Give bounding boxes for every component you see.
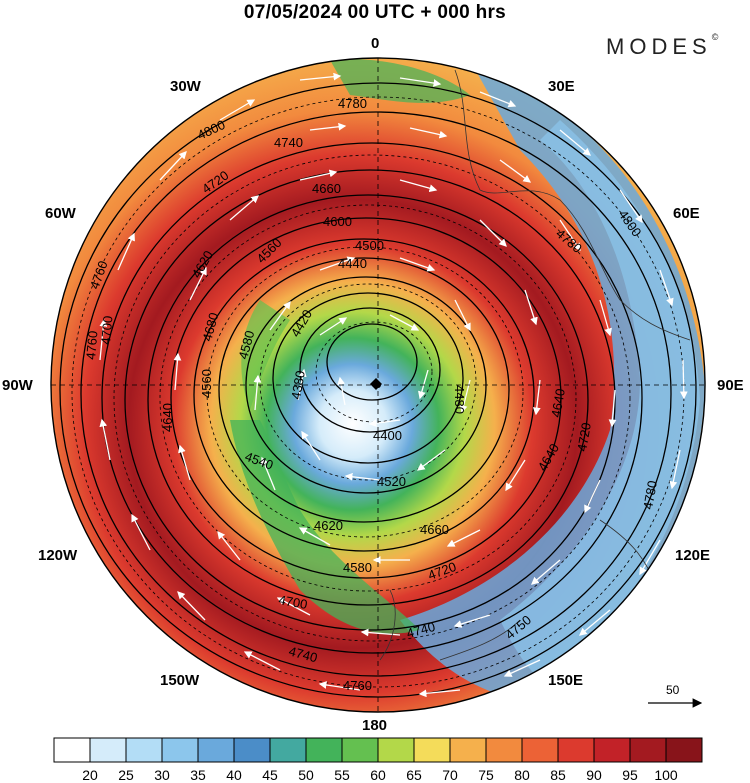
colorbar-tick-label: 85 <box>550 767 566 783</box>
map-boundary <box>50 57 706 713</box>
colorbar-swatch <box>89 737 127 763</box>
reference-vector-label: 50 <box>666 683 680 697</box>
contour-label: 4780 <box>640 479 660 510</box>
contour-label: 4780 <box>338 96 367 111</box>
contour-label: 4520 <box>377 474 406 489</box>
colorbar-tick-label: 60 <box>370 767 386 783</box>
contour-label: 4580 <box>235 329 257 361</box>
colorbar-tick-label: 80 <box>514 767 530 783</box>
colorbar-swatch <box>485 737 523 763</box>
colorbar-tick-label: 90 <box>586 767 602 783</box>
wind-vectors <box>99 72 688 698</box>
colorbar-swatch <box>125 737 163 763</box>
contour-label: 4400 <box>373 428 402 443</box>
contour-label: 4580 <box>343 560 372 575</box>
colorbar-tick-label: 45 <box>262 767 278 783</box>
colorbar-swatch <box>305 737 343 763</box>
contour-label: 4380 <box>288 369 308 400</box>
brand-logo: MODES© <box>606 32 719 59</box>
colorbar-swatch <box>197 737 235 763</box>
colorbar-swatch <box>665 737 703 763</box>
colorbar-swatch <box>557 737 595 763</box>
colorbar-swatch <box>233 737 271 763</box>
colorbar <box>53 737 703 763</box>
colorbar-tick-label: 25 <box>118 767 134 783</box>
colorbar-tick-label: 50 <box>298 767 314 783</box>
colorbar-swatch <box>629 737 667 763</box>
colorbar-tick-label: 75 <box>478 767 494 783</box>
contour-label: 4640 <box>548 387 568 418</box>
colorbar-swatch <box>377 737 415 763</box>
contour-label: 4560 <box>199 369 214 398</box>
map-title: 07/05/2024 00 UTC + 000 hrs <box>243 2 507 23</box>
colorbar-tick-label: 30 <box>154 767 170 783</box>
colorbar-swatch <box>449 737 487 763</box>
lon-label-120e: 120E <box>675 547 711 564</box>
lon-label-180: 180 <box>362 717 388 734</box>
colorbar-swatch <box>593 737 631 763</box>
colorbar-swatch <box>53 737 91 763</box>
colorbar-tick-label: 65 <box>406 767 422 783</box>
contour-label: 4680 <box>199 311 221 343</box>
contour-label: 4640 <box>160 403 175 432</box>
colorbar-swatch <box>413 737 451 763</box>
wind-speed-field <box>51 58 705 712</box>
contour-label: 4660 <box>420 522 449 537</box>
contour-label: 4600 <box>323 214 352 229</box>
lon-label-0: 0 <box>371 35 380 52</box>
colorbar-swatch <box>521 737 559 763</box>
low-center-marker <box>370 378 382 390</box>
colorbar-swatch <box>341 737 379 763</box>
contour-label: 4760 <box>343 678 372 693</box>
colorbar-tick-label: 95 <box>622 767 638 783</box>
lon-label-60e: 60E <box>673 205 700 222</box>
contour-label: 4660 <box>312 181 341 196</box>
contour-label: 4700 <box>98 315 115 345</box>
contour-label: 4760 <box>83 330 100 360</box>
contour-label: 4480 <box>452 385 467 414</box>
contour-label: 4720 <box>574 421 594 452</box>
lon-label-30w: 30W <box>170 78 201 95</box>
lon-label-150e: 150E <box>548 672 584 689</box>
contour-label: 4740 <box>274 135 303 150</box>
colorbar-tick-label: 20 <box>82 767 98 783</box>
contour-label: 4740 <box>287 643 319 665</box>
contour-label: 4500 <box>355 238 384 253</box>
colorbar-swatch <box>269 737 307 763</box>
lon-label-90e: 90E <box>717 377 744 394</box>
contour-label: 4700 <box>277 592 308 612</box>
lon-label-90w: 90W <box>2 377 33 394</box>
colorbar-tick-label: 55 <box>334 767 350 783</box>
lon-label-150w: 150W <box>160 672 200 689</box>
colorbar-tick-label: 35 <box>190 767 206 783</box>
lon-label-120w: 120W <box>38 547 78 564</box>
lon-label-30e: 30E <box>548 78 575 95</box>
colorbar-swatch <box>161 737 199 763</box>
colorbar-tick-label: 100 <box>654 767 678 783</box>
colorbar-tick-label: 70 <box>442 767 458 783</box>
lon-label-60w: 60W <box>45 205 76 222</box>
contour-label: 4740 <box>405 619 437 641</box>
colorbar-tick-label: 40 <box>226 767 242 783</box>
contour-label: 4440 <box>338 256 367 271</box>
contour-label: 4620 <box>314 518 343 533</box>
